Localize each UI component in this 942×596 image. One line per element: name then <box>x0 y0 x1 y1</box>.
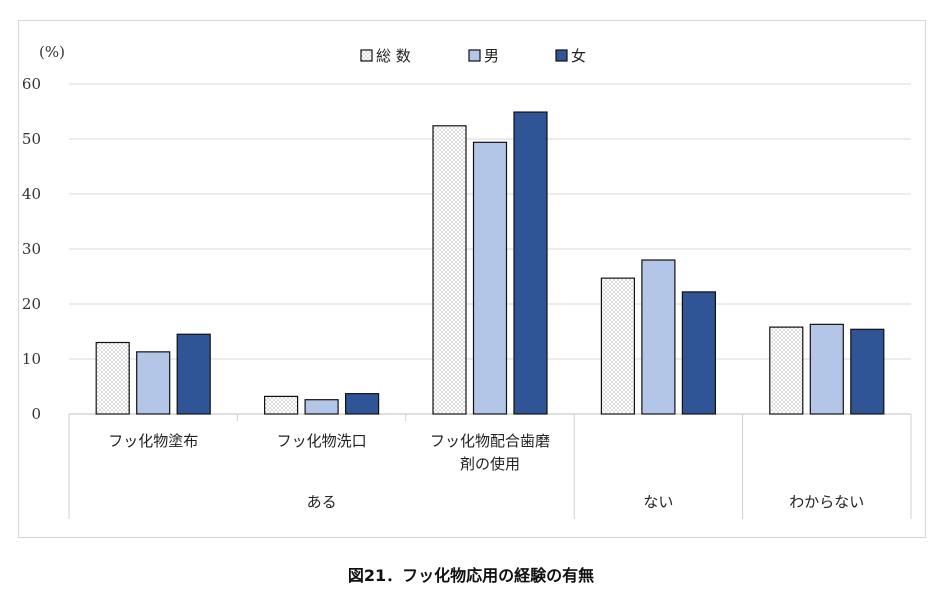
bar <box>176 333 211 415</box>
bar <box>600 277 636 415</box>
bar-chart: 0 10 20 30 40 50 60 (%) フッ化物塗布 フッ化物洗口 フッ化物配合歯磨剤の使用… <box>22 43 912 519</box>
bar <box>95 341 130 415</box>
bar <box>304 399 339 415</box>
bar <box>513 111 548 415</box>
y-tick-label: 20 <box>22 295 41 313</box>
bar <box>769 326 804 415</box>
bar <box>809 323 844 415</box>
y-tick-label: 30 <box>22 240 41 258</box>
legend-swatch <box>360 49 373 62</box>
y-tick-label: 10 <box>22 350 41 368</box>
category-label: フッ化物配合歯磨 <box>430 432 550 450</box>
bar <box>850 328 885 415</box>
group-label: ない <box>643 493 673 511</box>
group-label: ある <box>307 493 337 511</box>
figure-caption: 図21．フッ化物応用の経験の有無 <box>347 566 595 585</box>
y-unit-label: (%) <box>39 43 65 61</box>
chart-frame: 0 10 20 30 40 50 60 (%) フッ化物塗布 フッ化物洗口 フッ化物配合歯磨 剤の使用… <box>18 20 926 538</box>
bar <box>136 351 171 415</box>
bar <box>681 291 717 415</box>
category-label: 剤の使用 <box>460 455 520 473</box>
legend-label: 総 数 <box>376 47 411 65</box>
legend-label: 女 <box>571 47 586 65</box>
category-label: フッ化物洗口 <box>277 432 367 450</box>
y-tick-label: 50 <box>22 130 41 148</box>
category-label: フッ化物塗布 <box>108 432 198 450</box>
bar-layer <box>95 111 885 415</box>
legend-swatch <box>468 49 481 62</box>
y-tick-label: 0 <box>31 405 41 423</box>
bar <box>264 395 299 415</box>
legend-swatch <box>555 49 568 62</box>
legend-label: 男 <box>484 47 499 65</box>
legend: 総 数男女 <box>360 47 586 65</box>
bar <box>472 141 508 415</box>
y-tick-label: 40 <box>22 185 41 203</box>
group-label: わからない <box>789 493 864 511</box>
bar <box>345 393 380 415</box>
bar <box>641 259 676 415</box>
bar <box>432 125 467 415</box>
y-tick-label: 60 <box>22 75 41 93</box>
axis-layer: 0 10 20 30 40 50 60 (%) フッ化物塗布 フッ化物洗口 フッ化物配合歯磨剤の使用… <box>22 43 912 519</box>
